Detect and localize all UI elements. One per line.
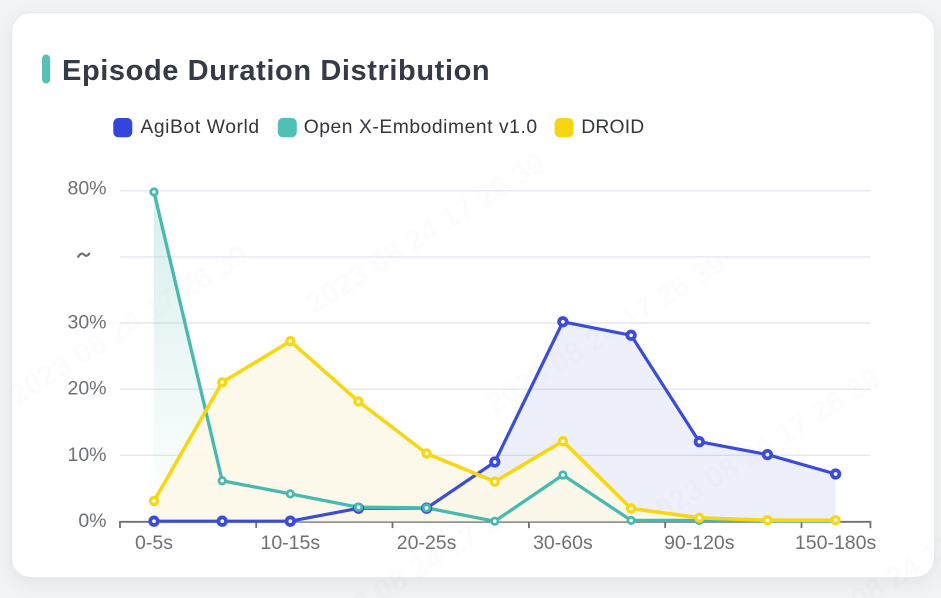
svg-text:10%: 10% — [67, 444, 106, 466]
svg-text:30-60s: 30-60s — [533, 532, 593, 554]
svg-text:30%: 30% — [67, 312, 106, 334]
svg-text:2023 08 24 17 26 39: 2023 08 24 17 26 39 — [4, 238, 255, 412]
svg-text:AgiBot World: AgiBot World — [140, 117, 259, 138]
svg-text:150-180s: 150-180s — [795, 532, 877, 554]
svg-text:10-15s: 10-15s — [260, 532, 320, 554]
svg-text:80%: 80% — [67, 177, 106, 199]
svg-text:DROID: DROID — [581, 117, 644, 138]
svg-text:90-120s: 90-120s — [664, 532, 735, 554]
svg-text:20-25s: 20-25s — [397, 532, 457, 554]
svg-text:20%: 20% — [67, 378, 106, 400]
svg-text:0-5s: 0-5s — [135, 532, 173, 554]
svg-text:2023 08 24 17 26 39: 2023 08 24 17 26 39 — [300, 147, 551, 321]
svg-text:Open X-Embodiment v1.0: Open X-Embodiment v1.0 — [304, 117, 538, 138]
svg-text:0%: 0% — [78, 510, 106, 532]
svg-text:Episode Duration Distribution: Episode Duration Distribution — [62, 55, 490, 87]
